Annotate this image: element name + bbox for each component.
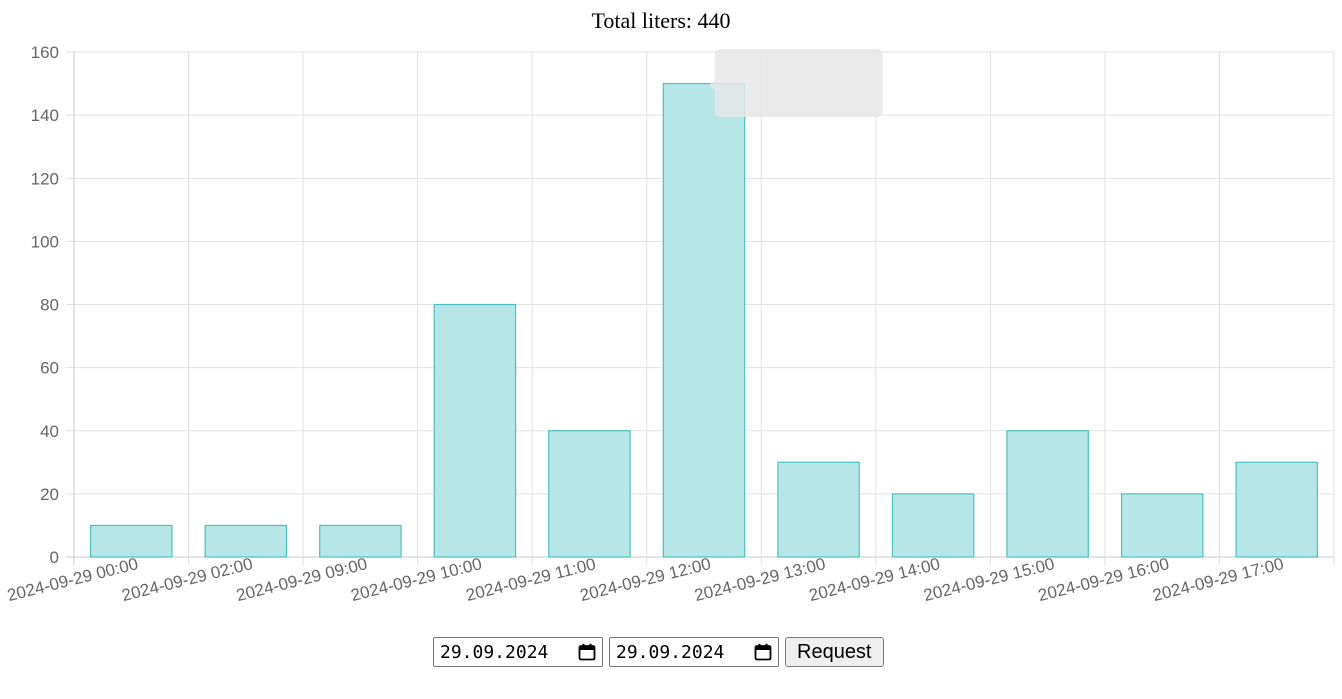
tooltip-pointer bbox=[708, 80, 715, 90]
y-tick-label: 60 bbox=[40, 359, 59, 378]
y-tick-label: 100 bbox=[31, 232, 59, 251]
bar bbox=[204, 524, 288, 558]
y-tick-label: 140 bbox=[31, 106, 59, 125]
date-controls: 29.09.2024 29.09.2024 Request bbox=[433, 637, 884, 667]
x-tick-label: 2024-09-29 10:00 bbox=[349, 554, 484, 605]
x-tick-label: 2024-09-29 15:00 bbox=[922, 554, 1057, 605]
bar bbox=[1235, 461, 1318, 558]
calendar-icon[interactable] bbox=[754, 643, 772, 661]
date-from-input[interactable]: 29.09.2024 bbox=[433, 637, 603, 667]
bar bbox=[548, 430, 631, 558]
bar bbox=[319, 524, 402, 558]
date-from-value: 29.09.2024 bbox=[440, 641, 549, 663]
bar bbox=[433, 303, 517, 558]
x-tick-label: 2024-09-29 12:00 bbox=[578, 554, 713, 605]
date-to-input[interactable]: 29.09.2024 bbox=[609, 637, 779, 667]
x-tick-label: 2024-09-29 09:00 bbox=[234, 554, 369, 605]
y-tick-label: 40 bbox=[40, 422, 59, 441]
date-to-value: 29.09.2024 bbox=[616, 641, 725, 663]
x-tick-label: 2024-09-29 11:00 bbox=[464, 554, 598, 605]
bar bbox=[1006, 430, 1089, 558]
x-tick-label: 2024-09-29 13:00 bbox=[693, 554, 828, 605]
bar bbox=[1120, 493, 1204, 558]
y-tick-label: 20 bbox=[40, 485, 59, 504]
x-tick-label: 2024-09-29 00:00 bbox=[5, 554, 140, 605]
page-title: Total liters: 440 bbox=[591, 8, 731, 33]
x-tick-label: 2024-09-29 16:00 bbox=[1036, 554, 1171, 605]
y-tick-label: 160 bbox=[31, 43, 59, 62]
y-tick-label: 120 bbox=[31, 169, 59, 188]
bar bbox=[662, 82, 746, 558]
bar bbox=[891, 493, 975, 558]
x-tick-label: 2024-09-29 02:00 bbox=[120, 554, 255, 605]
tooltip-box bbox=[714, 49, 883, 117]
y-tick-label: 0 bbox=[50, 548, 59, 567]
x-tick-label: 2024-09-29 14:00 bbox=[807, 554, 942, 605]
y-tick-label: 80 bbox=[40, 296, 59, 315]
request-button[interactable]: Request bbox=[785, 637, 884, 667]
bar bbox=[777, 461, 860, 558]
calendar-icon[interactable] bbox=[578, 643, 596, 661]
x-tick-label: 2024-09-29 17:00 bbox=[1151, 554, 1286, 605]
bar bbox=[90, 524, 173, 558]
